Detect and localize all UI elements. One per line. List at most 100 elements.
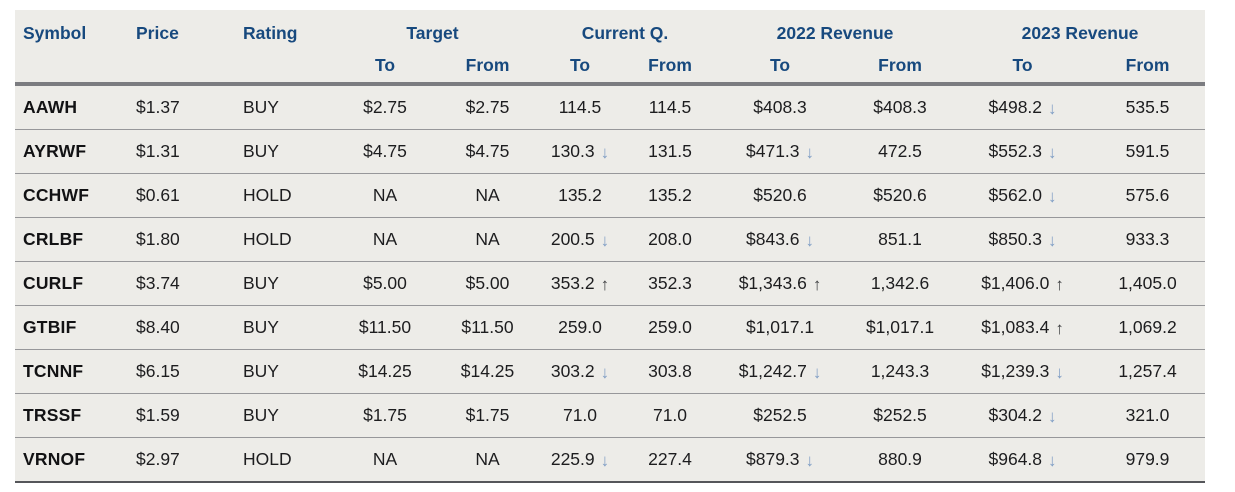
subheader-2023-revenue-to: To	[1012, 54, 1033, 75]
up-arrow-icon: ↑	[600, 275, 610, 294]
symbol-value: CURLF	[23, 273, 84, 293]
rev22_to-value: $1,343.6	[738, 273, 807, 293]
rating-value: BUY	[243, 361, 279, 381]
rev22_to-value: $252.5	[753, 405, 807, 425]
target_from-value: $1.75	[465, 405, 510, 425]
rev23_to-value: $964.8	[988, 449, 1043, 469]
current-q-to-cell: 353.2 ↑	[535, 261, 625, 306]
revenue-2022-from-cell: $252.5	[845, 393, 956, 438]
rating-value: BUY	[243, 405, 279, 425]
subheader-current-q-from: From	[648, 54, 692, 75]
subheader-2022-revenue-from: From	[878, 54, 922, 75]
symbol-cell: VRNOF	[15, 437, 130, 482]
rev23_from-value: 933.3	[1125, 229, 1170, 249]
analyst-estimates-table-container: Symbol Price Rating Target Current Q. 20…	[15, 10, 1206, 483]
revenue-2023-to-cell: $304.2 ↓	[955, 393, 1091, 438]
price-cell: $1.37	[130, 82, 225, 130]
rev23_from-value: 1,257.4	[1118, 361, 1177, 381]
cq_to-value: 259.0	[558, 317, 602, 337]
revenue-2022-from-cell: 1,243.3	[845, 349, 956, 394]
down-arrow-icon: ↓	[1055, 363, 1064, 382]
cq_from-value: 208.0	[648, 229, 692, 249]
column-header-symbol: Symbol	[23, 23, 87, 43]
price-cell: $0.61	[130, 173, 225, 218]
price-cell: $8.40	[130, 305, 225, 350]
header-row-subcolumns: To From To From To From To From	[15, 53, 1205, 84]
symbol-cell: AYRWF	[15, 129, 130, 174]
current-q-to-cell: 259.0	[535, 305, 625, 350]
rev23_from-value: 1,069.2	[1118, 317, 1177, 337]
rev23_to-value: $304.2	[988, 405, 1043, 425]
down-arrow-icon: ↓	[805, 231, 815, 250]
revenue-2023-to-cell: $850.3 ↓	[955, 217, 1091, 262]
rev23_from-value: 535.5	[1125, 97, 1170, 117]
revenue-2023-from-cell: 979.9	[1090, 437, 1206, 482]
down-arrow-icon: ↓	[812, 363, 822, 382]
table-row: CURLF $3.74 BUY $5.00 $5.00 353.2 ↑ 352.3…	[15, 261, 1206, 306]
revenue-2022-from-cell: $520.6	[845, 173, 956, 218]
column-header-rating: Rating	[243, 23, 298, 43]
table-row: TCNNF $6.15 BUY $14.25 $14.25 303.2 ↓ 303…	[15, 349, 1206, 394]
current-q-to-cell: 200.5 ↓	[535, 217, 625, 262]
target_from-value: $5.00	[465, 273, 510, 293]
current-q-from-cell: 131.5	[625, 129, 716, 174]
table-body: AAWH $1.37 BUY $2.75 $2.75 114.5 114.5 $…	[15, 82, 1206, 482]
table-row: CRLBF $1.80 HOLD NA NA 200.5 ↓ 208.0 $843…	[15, 217, 1206, 262]
rating-value: BUY	[243, 317, 279, 337]
cq_to-value: 71.0	[562, 405, 598, 425]
target-to-cell: $4.75	[330, 129, 440, 174]
up-arrow-icon: ↑	[1055, 275, 1064, 294]
analyst-estimates-table: Symbol Price Rating Target Current Q. 20…	[15, 10, 1206, 483]
target_to-value: $5.00	[363, 273, 407, 293]
symbol-value: CRLBF	[23, 229, 84, 249]
cq_to-value: 303.2	[550, 361, 595, 381]
rev23_from-value: 591.5	[1125, 141, 1170, 161]
price-value: $1.80	[136, 229, 180, 249]
rating-value: HOLD	[243, 185, 292, 205]
rev22_to-value: $1,242.7	[738, 361, 807, 381]
symbol-value: AAWH	[23, 97, 78, 117]
rev23_to-value: $498.2	[988, 97, 1043, 117]
price-value: $1.31	[136, 141, 180, 161]
table-row: TRSSF $1.59 BUY $1.75 $1.75 71.0 71.0 $2…	[15, 393, 1206, 438]
revenue-2022-to-cell: $471.3 ↓	[715, 129, 846, 174]
current-q-from-cell: 259.0	[625, 305, 716, 350]
up-arrow-icon: ↑	[812, 275, 822, 294]
target-from-cell: NA	[440, 173, 535, 218]
rev23_to-value: $1,406.0	[981, 273, 1050, 293]
current-q-to-cell: 71.0	[535, 393, 625, 438]
rev22_to-value: $843.6	[746, 229, 800, 249]
cq_from-value: 71.0	[652, 405, 688, 425]
target-from-cell: $11.50	[440, 305, 535, 350]
target_to-value: NA	[372, 229, 398, 249]
table-header: Symbol Price Rating Target Current Q. 20…	[15, 10, 1205, 84]
revenue-2023-from-cell: 321.0	[1090, 393, 1206, 438]
price-value: $0.61	[136, 185, 180, 205]
price-value: $1.59	[136, 405, 180, 425]
down-arrow-icon: ↓	[1048, 451, 1057, 470]
target-to-cell: $2.75	[330, 82, 440, 130]
rev22_from-value: 1,243.3	[870, 361, 930, 381]
cq_from-value: 135.2	[648, 185, 692, 205]
target_to-value: $4.75	[363, 141, 407, 161]
revenue-2023-from-cell: 591.5	[1090, 129, 1206, 174]
target_from-value: NA	[475, 229, 500, 249]
revenue-2023-to-cell: $1,239.3 ↓	[955, 349, 1091, 394]
rev23_from-value: 575.6	[1125, 185, 1170, 205]
price-cell: $3.74	[130, 261, 225, 306]
cq_from-value: 259.0	[648, 317, 692, 337]
cq_to-value: 130.3	[550, 141, 595, 161]
rating-value: HOLD	[243, 229, 292, 249]
target-from-cell: NA	[440, 437, 535, 482]
column-header-price: Price	[136, 23, 179, 43]
cq_to-value: 353.2	[550, 273, 595, 293]
rev22_from-value: $408.3	[873, 97, 927, 117]
price-cell: $6.15	[130, 349, 225, 394]
rating-value: BUY	[243, 273, 279, 293]
target-to-cell: $14.25	[330, 349, 440, 394]
price-value: $6.15	[136, 361, 180, 381]
rating-cell: HOLD	[225, 217, 330, 262]
current-q-from-cell: 227.4	[625, 437, 716, 482]
cq_from-value: 352.3	[648, 273, 692, 293]
